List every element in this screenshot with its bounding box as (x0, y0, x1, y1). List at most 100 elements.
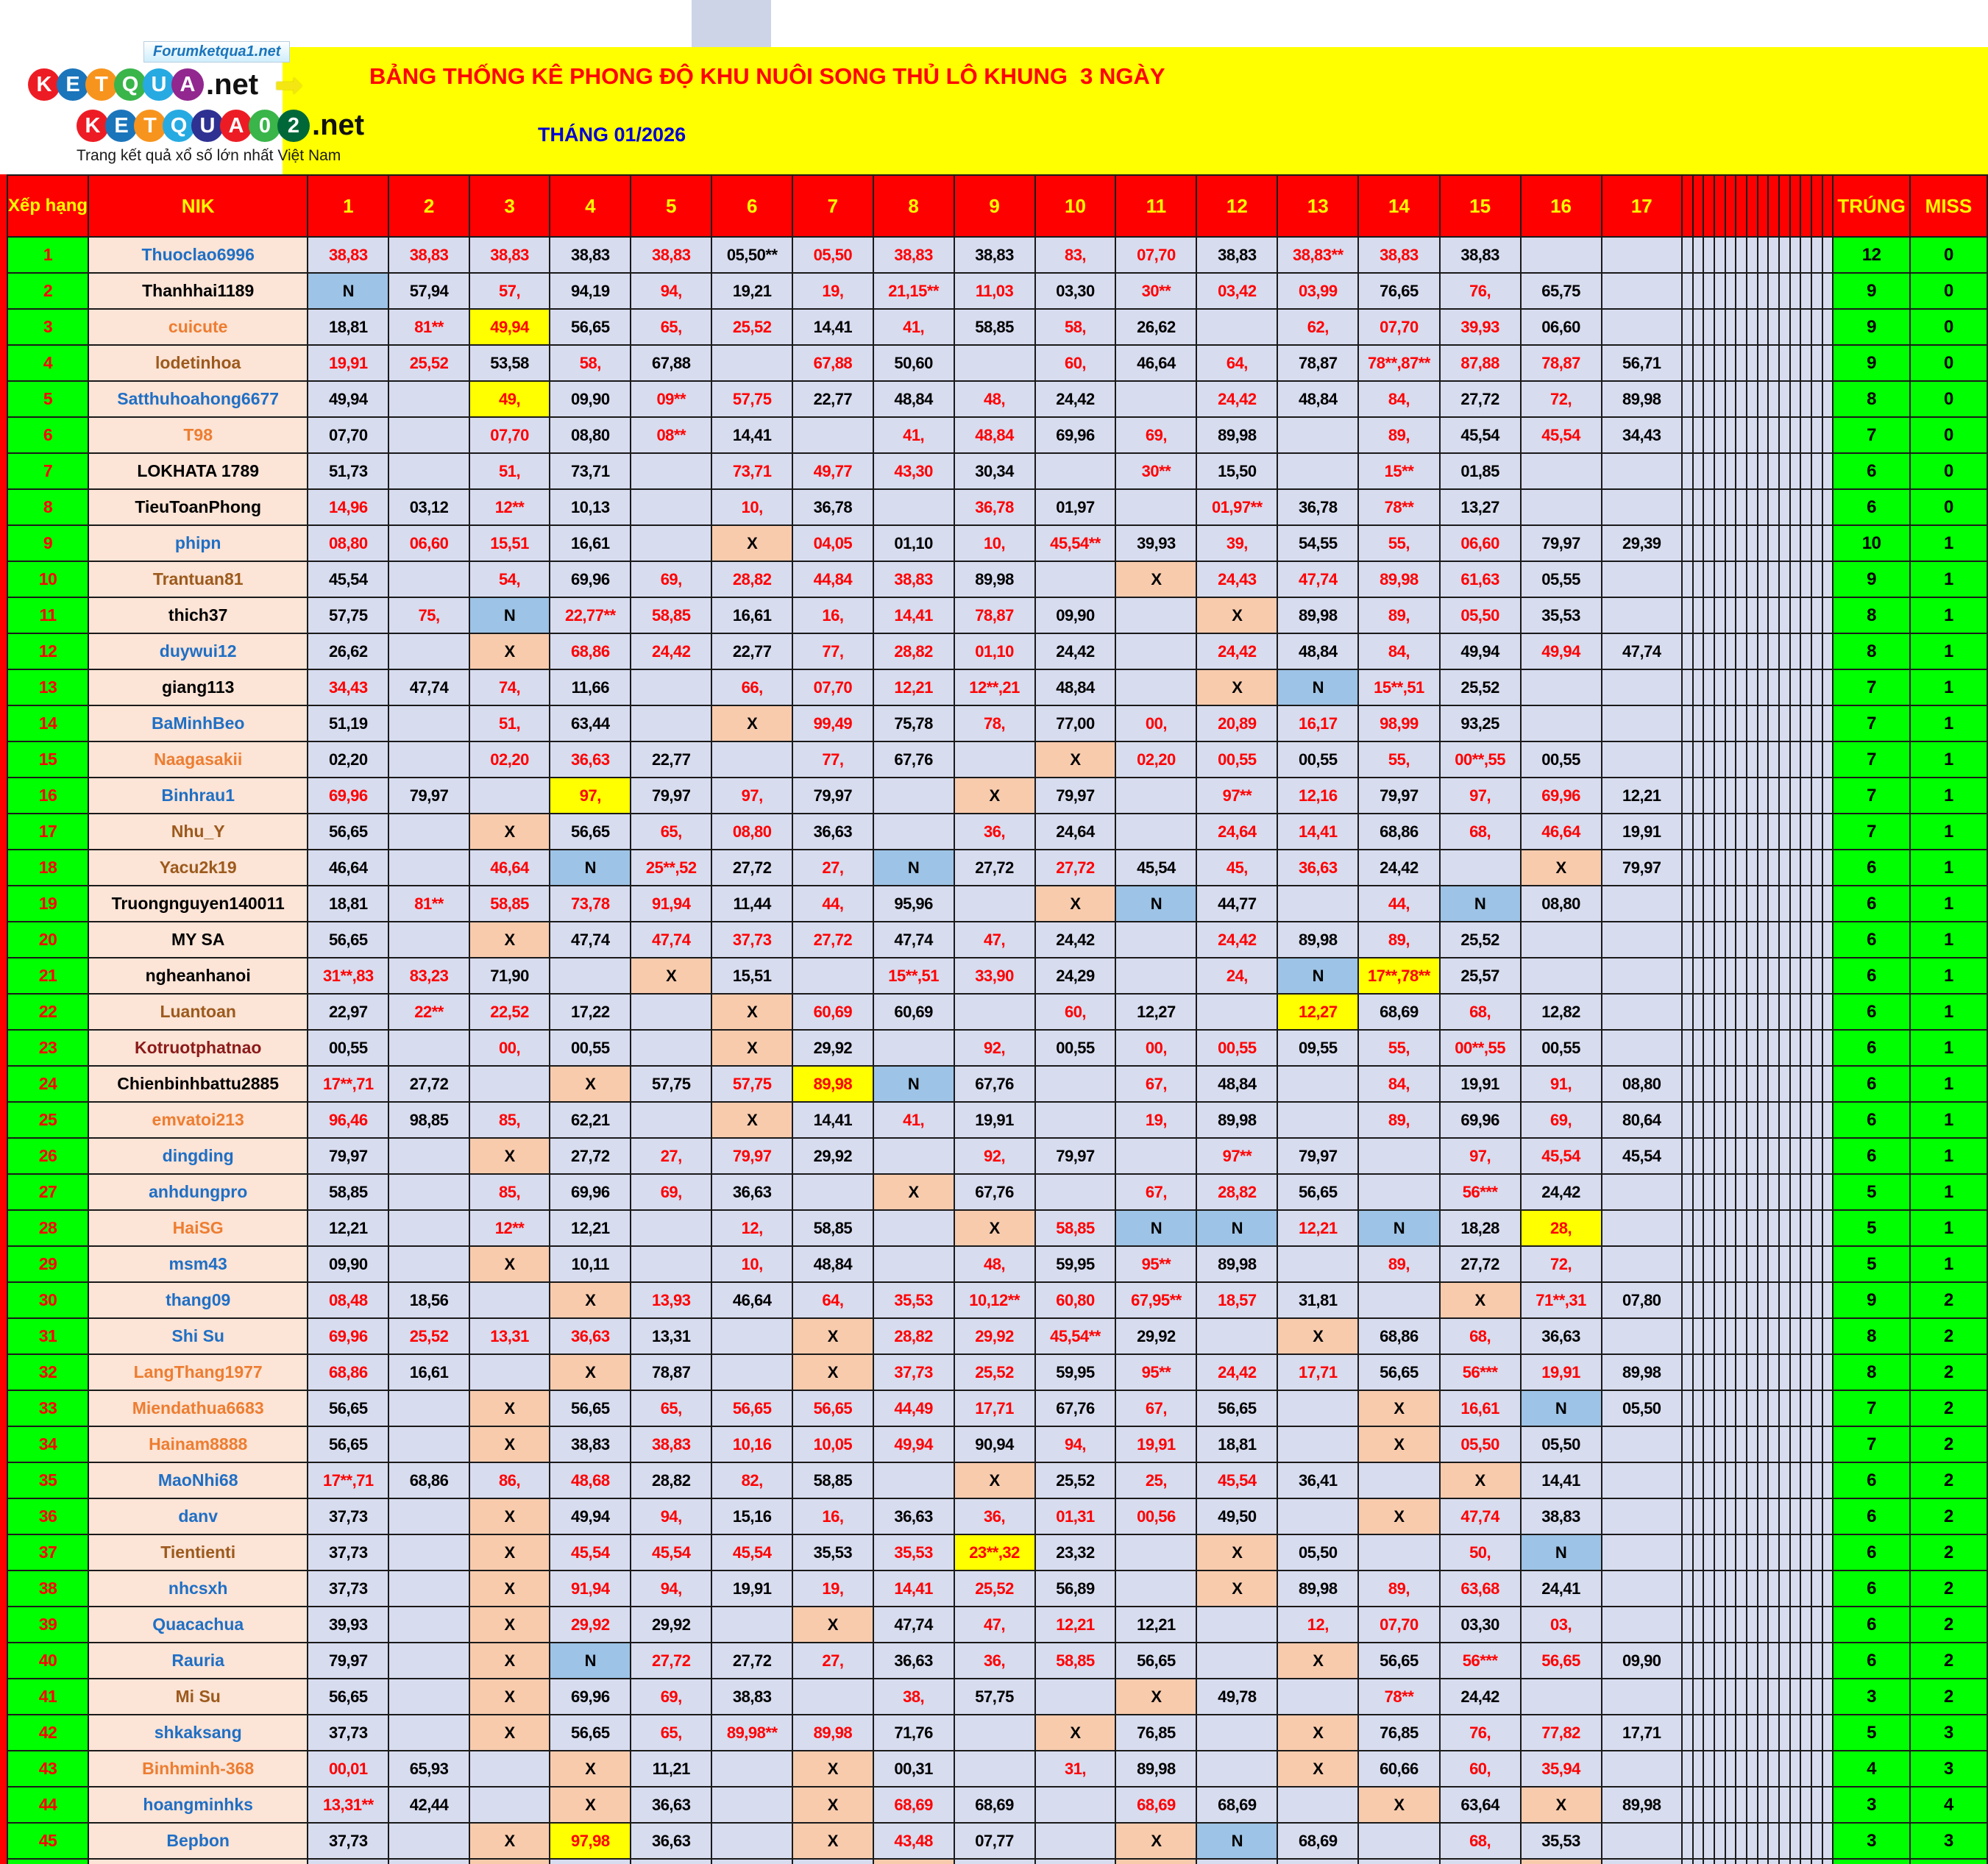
grid-cell-day2[interactable] (388, 705, 470, 742)
grid-cell-day13[interactable]: 12,21 (1277, 1209, 1360, 1247)
grid-cell-day15[interactable]: 45,54 (1438, 416, 1522, 454)
grid-cell-day4[interactable]: X (549, 1281, 632, 1319)
grid-cell-day7[interactable]: X (792, 1786, 874, 1824)
grid-cell-day8[interactable]: X (872, 1173, 955, 1211)
grid-cell-day11[interactable]: 07,70 (1115, 236, 1198, 274)
trung-count-cell[interactable]: 6 (1832, 1534, 1911, 1571)
miss-count-cell[interactable]: 0 (1909, 416, 1988, 454)
grid-cell-day1[interactable]: 51,73 (307, 452, 390, 490)
grid-cell-day2[interactable]: 16,61 (388, 1353, 470, 1391)
grid-cell-day9[interactable]: 48,84 (953, 416, 1036, 454)
grid-cell-day15[interactable]: 25,52 (1438, 669, 1522, 706)
grid-cell-day1[interactable]: 37,73 (307, 1570, 390, 1607)
grid-cell-day14[interactable]: 89, (1357, 1570, 1441, 1607)
grid-cell-day16[interactable] (1519, 1678, 1602, 1715)
grid-cell-day8[interactable]: 14,41 (872, 1570, 955, 1607)
grid-cell-day8[interactable]: N (872, 849, 955, 886)
grid-cell-day17[interactable] (1600, 669, 1683, 706)
grid-cell-day9[interactable]: 30,34 (953, 452, 1036, 490)
col-header-spacer[interactable] (1800, 174, 1812, 238)
grid-cell-day11[interactable] (1115, 957, 1198, 995)
grid-cell-day11[interactable]: 25, (1115, 1462, 1198, 1499)
player-name-cell[interactable]: phipn (88, 524, 309, 562)
grid-cell-day15[interactable]: 56*** (1438, 1353, 1522, 1391)
player-name-cell[interactable]: Hainam8888 (88, 1426, 309, 1463)
trung-count-cell[interactable]: 7 (1832, 813, 1911, 850)
player-name-cell[interactable]: Tientienti (88, 1534, 309, 1571)
grid-cell-day2[interactable]: 47,74 (388, 669, 470, 706)
grid-cell-day1[interactable]: 17**,71 (307, 1462, 390, 1499)
trung-count-cell[interactable]: 6 (1832, 1101, 1911, 1139)
grid-cell-day5[interactable]: 91,94 (630, 885, 713, 922)
grid-cell-day3[interactable]: 51, (468, 452, 551, 490)
grid-cell-day11[interactable]: 12,21 (1115, 1606, 1198, 1643)
grid-cell-day11[interactable]: 68,69 (1115, 1786, 1198, 1824)
grid-cell-day12[interactable]: 24,42 (1196, 921, 1279, 958)
grid-cell-day4[interactable]: 68,86 (549, 633, 632, 670)
miss-count-cell[interactable]: 1 (1909, 1065, 1988, 1103)
grid-cell-day8[interactable]: 71,76 (872, 1714, 955, 1751)
col-header-day-12[interactable]: 12 (1196, 174, 1279, 238)
grid-cell-day5[interactable]: 24,42 (630, 633, 713, 670)
grid-cell-day3[interactable]: X (468, 1858, 551, 1864)
trung-count-cell[interactable]: 3 (1832, 1678, 1911, 1715)
grid-cell-day9[interactable]: 89,98 (953, 561, 1036, 598)
player-name-cell[interactable]: MaoNhi68 (88, 1462, 309, 1499)
grid-cell-day14[interactable] (1357, 1462, 1441, 1499)
miss-count-cell[interactable]: 3 (1909, 1822, 1988, 1860)
grid-cell-day4[interactable]: 58, (549, 344, 632, 382)
grid-cell-day12[interactable]: 24,42 (1196, 380, 1279, 418)
grid-cell-day6[interactable]: 45,54 (711, 1534, 794, 1571)
grid-cell-day10[interactable]: 24,64 (1034, 813, 1117, 850)
rank-cell[interactable]: 28 (6, 1209, 90, 1247)
grid-cell-day10[interactable]: 48,84 (1034, 669, 1117, 706)
grid-cell-day12[interactable] (1196, 1750, 1279, 1787)
grid-cell-day6[interactable]: 19,21 (711, 272, 794, 310)
grid-cell-day11[interactable]: 00, (1115, 705, 1198, 742)
grid-cell-day14[interactable]: 89,98 (1357, 561, 1441, 598)
grid-cell-day10[interactable]: X (1034, 741, 1117, 778)
grid-cell-day8[interactable] (872, 777, 955, 814)
grid-cell-day11[interactable] (1115, 669, 1198, 706)
grid-cell-day8[interactable]: 47,74 (872, 1606, 955, 1643)
grid-cell-day3[interactable]: 15,51 (468, 524, 551, 562)
miss-count-cell[interactable]: 0 (1909, 488, 1988, 526)
grid-cell-day13[interactable] (1277, 885, 1360, 922)
grid-cell-day4[interactable]: 11,66 (549, 669, 632, 706)
grid-cell-day13[interactable]: 00,55 (1277, 741, 1360, 778)
grid-cell-day3[interactable] (468, 1786, 551, 1824)
grid-cell-day6[interactable]: 73,71 (711, 452, 794, 490)
miss-count-cell[interactable]: 0 (1909, 272, 1988, 310)
grid-cell-day16[interactable]: 19,91 (1519, 1353, 1602, 1391)
grid-cell-day6[interactable]: 57,75 (711, 380, 794, 418)
grid-cell-day5[interactable]: 69, (630, 1678, 713, 1715)
grid-cell-day8[interactable] (872, 1245, 955, 1283)
grid-cell-day8[interactable]: 38,83 (872, 561, 955, 598)
grid-cell-day3[interactable]: X (468, 1570, 551, 1607)
grid-cell-day9[interactable]: X (953, 777, 1036, 814)
grid-cell-day13[interactable]: 48,84 (1277, 633, 1360, 670)
grid-cell-day1[interactable]: 45,54 (307, 561, 390, 598)
player-name-cell[interactable]: Thanhhai1189 (88, 272, 309, 310)
grid-cell-day6[interactable]: 10, (711, 488, 794, 526)
player-name-cell[interactable]: emvatoi213 (88, 1101, 309, 1139)
grid-cell-day9[interactable]: 57,75 (953, 1678, 1036, 1715)
grid-cell-day3[interactable]: X (468, 813, 551, 850)
grid-cell-day3[interactable]: X (468, 921, 551, 958)
player-name-cell[interactable]: Nhu_Y (88, 813, 309, 850)
grid-cell-day16[interactable]: 45,54 (1519, 1137, 1602, 1175)
grid-cell-day1[interactable]: 37,73 (307, 1714, 390, 1751)
miss-count-cell[interactable]: 1 (1909, 524, 1988, 562)
miss-count-cell[interactable]: 1 (1909, 669, 1988, 706)
grid-cell-day7[interactable]: 58,85 (792, 1462, 874, 1499)
grid-cell-day7[interactable]: 77, (792, 741, 874, 778)
player-name-cell[interactable]: Mi Su (88, 1678, 309, 1715)
trung-count-cell[interactable]: 8 (1832, 380, 1911, 418)
grid-cell-day1[interactable]: 37,73 (307, 1534, 390, 1571)
rank-cell[interactable]: 3 (6, 308, 90, 346)
grid-cell-day2[interactable]: 65,93 (388, 1750, 470, 1787)
trung-count-cell[interactable]: 6 (1832, 1029, 1911, 1067)
grid-cell-day5[interactable]: 58,85 (630, 597, 713, 634)
grid-cell-day17[interactable]: 08,80 (1600, 1065, 1683, 1103)
grid-cell-day14[interactable]: 78** (1357, 1678, 1441, 1715)
